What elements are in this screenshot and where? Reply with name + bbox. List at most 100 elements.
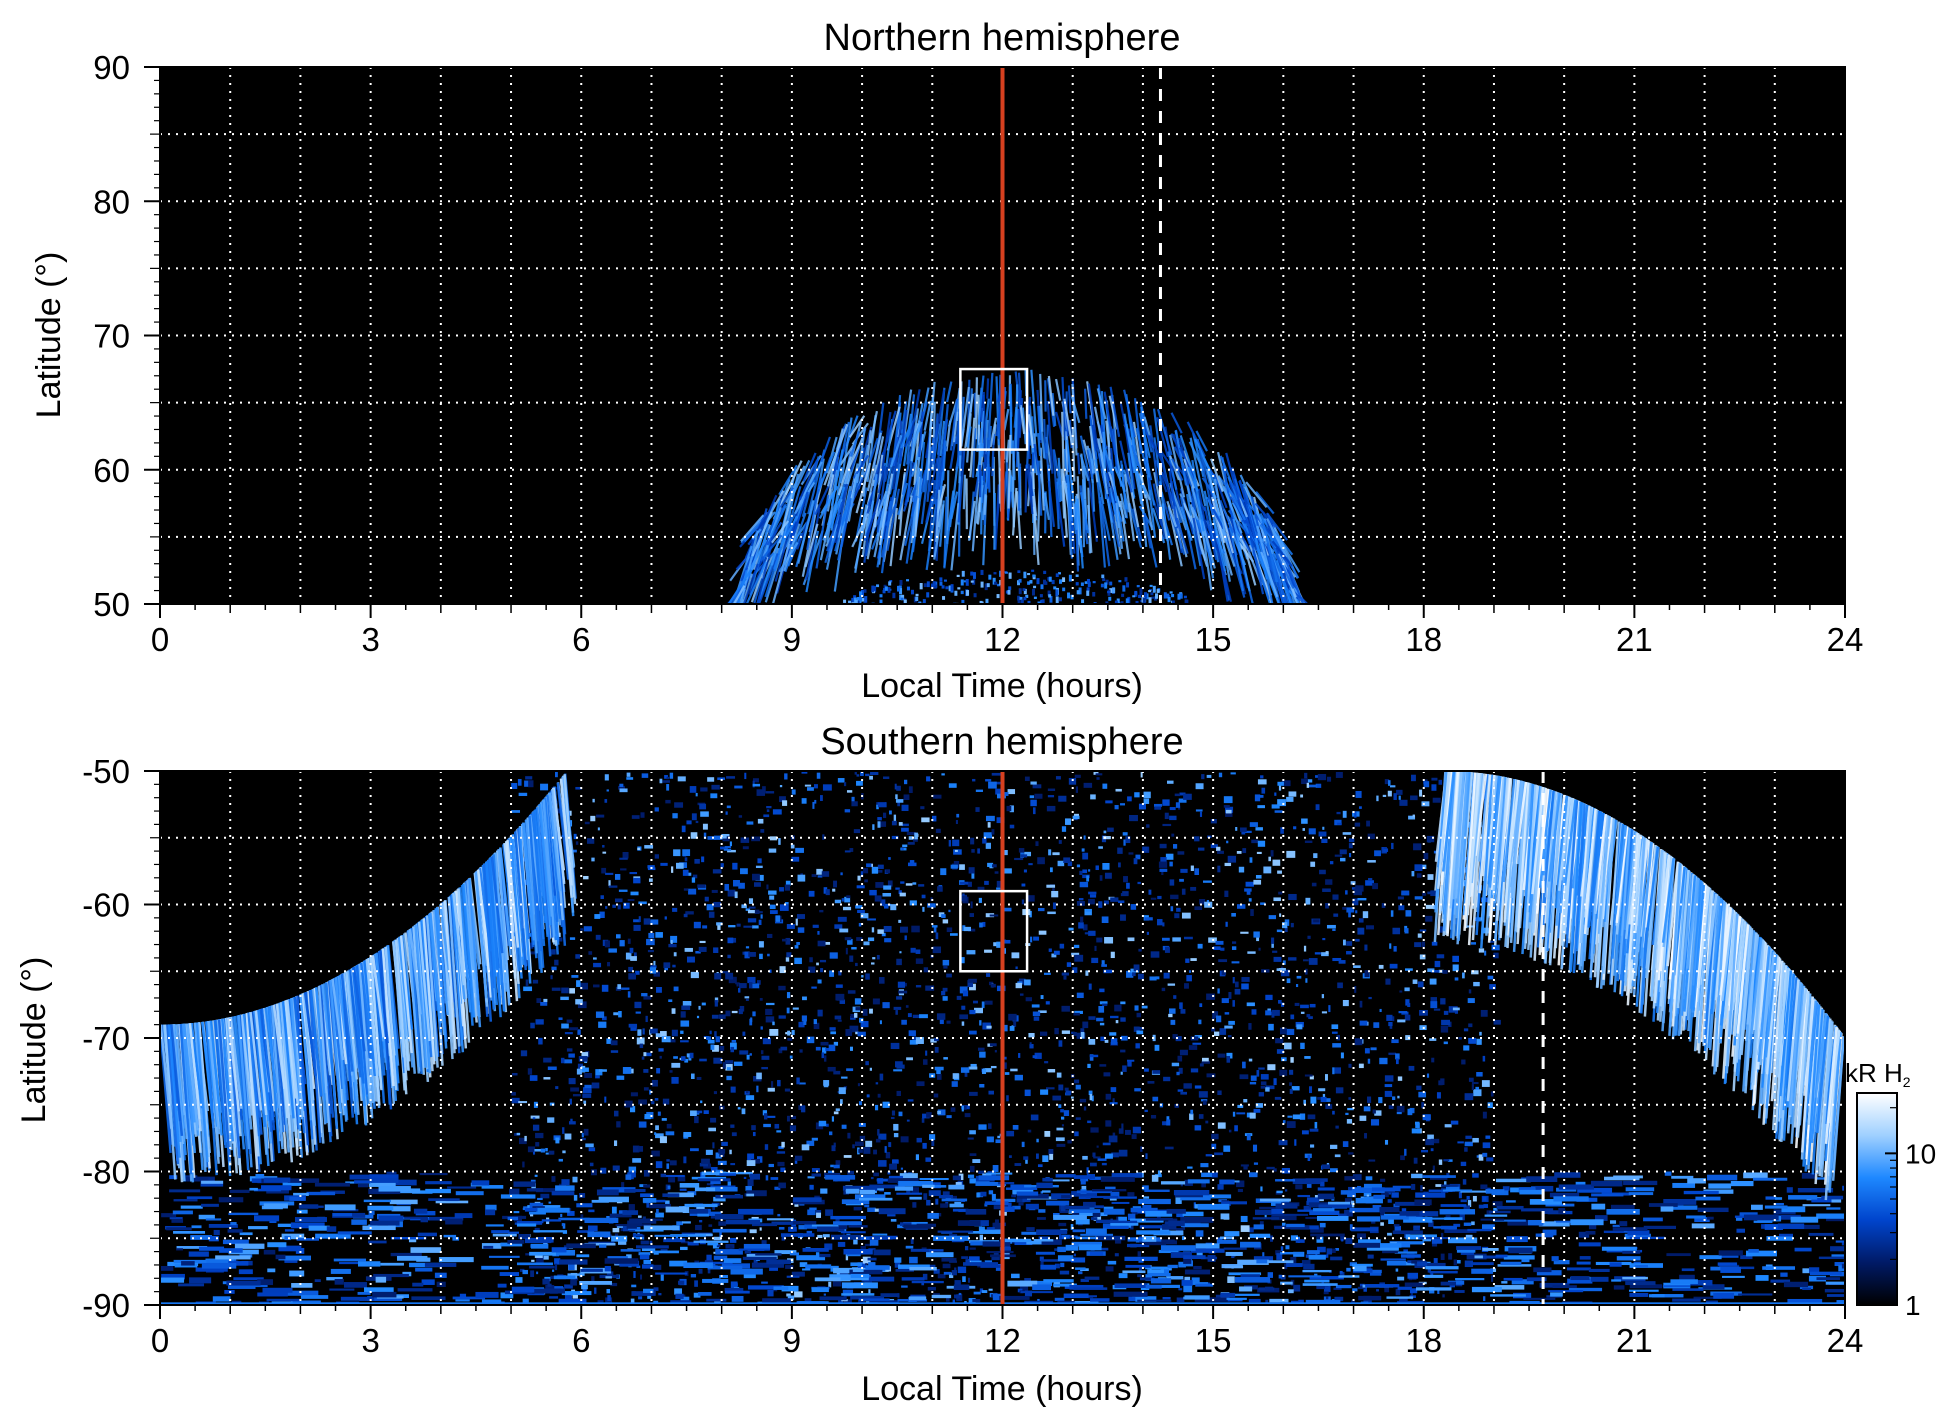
southern-emission-speck — [754, 909, 760, 914]
northern-emission-speck — [1075, 582, 1079, 586]
southern-emission-speck — [1030, 1114, 1039, 1121]
southern-emission-speck — [1162, 799, 1170, 806]
northern-emission-streak — [866, 432, 882, 492]
southern-emission-band — [872, 1233, 888, 1236]
southern-emission-speck — [849, 848, 854, 852]
southern-emission-speck — [1171, 1062, 1180, 1067]
southern-emission-speck — [1384, 1075, 1394, 1082]
northern-emission-streak — [928, 458, 939, 492]
southern-emission-band — [1182, 1211, 1204, 1217]
southern-emission-band — [169, 1175, 178, 1180]
southern-emission-speck — [990, 1065, 997, 1069]
southern-emission-speck — [739, 1050, 749, 1055]
northern-emission-streak — [784, 485, 802, 537]
southern-emission-speck — [725, 1010, 731, 1017]
southern-emission-speck — [978, 897, 982, 903]
northern-emission-streak — [997, 374, 1002, 440]
southern-emission-speck — [1143, 791, 1151, 799]
southern-emission-speck — [618, 1240, 627, 1245]
northern-x-tick-label: 3 — [361, 621, 379, 658]
southern-emission-speck — [921, 1117, 925, 1123]
northern-emission-speck — [879, 599, 883, 604]
southern-emission-band — [1317, 1187, 1335, 1191]
southern-emission-speck — [984, 1000, 993, 1005]
southern-emission-speck — [693, 921, 701, 929]
northern-panel: Northern hemisphere 0 3 6 9 12 15 18 21 24506070… — [30, 17, 1863, 705]
southern-emission-speck — [668, 943, 677, 948]
southern-emission-speck — [1090, 1162, 1097, 1167]
southern-emission-speck — [1411, 1183, 1416, 1190]
southern-emission-band — [529, 1265, 555, 1269]
southern-emission-speck — [1427, 1134, 1434, 1141]
southern-emission-speck — [628, 1023, 638, 1028]
southern-emission-speck — [1444, 1181, 1447, 1186]
southern-emission-speck — [699, 1219, 703, 1223]
southern-emission-speck — [1347, 1107, 1354, 1111]
southern-emission-speck — [1003, 1222, 1006, 1227]
southern-emission-speck — [845, 1029, 853, 1036]
southern-emission-band — [1619, 1230, 1635, 1233]
southern-emission-band — [1201, 1194, 1232, 1199]
southern-emission-speck — [1150, 897, 1157, 900]
southern-emission-speck — [918, 884, 925, 887]
southern-emission-speck — [1190, 886, 1197, 891]
southern-emission-speck — [1267, 1064, 1276, 1071]
southern-emission-speck — [866, 1094, 870, 1098]
southern-emission-speck — [874, 895, 882, 902]
southern-emission-speck — [1083, 782, 1093, 788]
southern-emission-speck — [807, 1209, 816, 1216]
southern-emission-speck — [733, 1061, 743, 1066]
southern-emission-speck — [1161, 987, 1166, 992]
southern-emission-speck — [713, 947, 719, 953]
northern-emission-speck — [1163, 592, 1167, 599]
southern-emission-speck — [1120, 893, 1129, 897]
southern-emission-speck — [581, 1284, 588, 1290]
southern-emission-speck — [1176, 1211, 1185, 1218]
southern-emission-speck — [1074, 1010, 1083, 1014]
southern-emission-speck — [1153, 803, 1163, 807]
southern-emission-speck — [811, 1137, 818, 1141]
southern-emission-band — [1693, 1296, 1722, 1299]
southern-emission-speck — [777, 1213, 781, 1217]
southern-emission-band — [786, 1275, 800, 1278]
southern-emission-speck — [1110, 1015, 1119, 1019]
northern-emission-streak — [1192, 517, 1206, 580]
southern-emission-speck — [535, 1132, 544, 1139]
southern-emission-speck — [979, 1051, 986, 1058]
southern-emission-speck — [1024, 776, 1030, 781]
southern-emission-speck — [834, 924, 843, 929]
northern-emission-streak — [847, 437, 864, 471]
southern-emission-speck — [672, 964, 676, 968]
southern-emission-speck — [1200, 1099, 1208, 1102]
southern-emission-speck — [726, 1075, 732, 1081]
southern-emission-band — [1158, 1249, 1179, 1254]
northern-emission-streak — [1024, 464, 1028, 513]
southern-emission-speck — [745, 1186, 752, 1191]
southern-emission-speck — [820, 1188, 828, 1194]
northern-emission-streak — [1051, 392, 1057, 427]
southern-emission-speck — [1321, 1011, 1328, 1014]
southern-emission-band — [1831, 1198, 1842, 1203]
southern-emission-speck — [595, 1011, 605, 1018]
southern-emission-speck — [1022, 1196, 1031, 1203]
southern-emission-speck — [653, 1287, 659, 1291]
southern-emission-speck — [1326, 1248, 1333, 1255]
southern-emission-speck — [877, 817, 882, 821]
southern-emission-speck — [1096, 937, 1103, 943]
northern-emission-streak — [1115, 502, 1124, 550]
southern-emission-speck — [991, 1193, 996, 1201]
southern-emission-speck — [875, 869, 883, 873]
southern-emission-speck — [933, 1269, 940, 1274]
southern-emission-speck — [712, 1244, 720, 1249]
southern-emission-speck — [1249, 1081, 1257, 1085]
southern-emission-speck — [1395, 1268, 1399, 1272]
northern-emission-speck — [915, 596, 919, 602]
southern-emission-band — [1020, 1291, 1054, 1294]
southern-emission-speck — [1388, 780, 1391, 786]
southern-emission-speck — [803, 1020, 807, 1025]
southern-emission-band — [1223, 1247, 1247, 1250]
southern-emission-speck — [1490, 1091, 1494, 1097]
southern-emission-speck — [707, 777, 715, 782]
southern-emission-speck — [1274, 810, 1283, 813]
southern-emission-speck — [1052, 888, 1055, 891]
